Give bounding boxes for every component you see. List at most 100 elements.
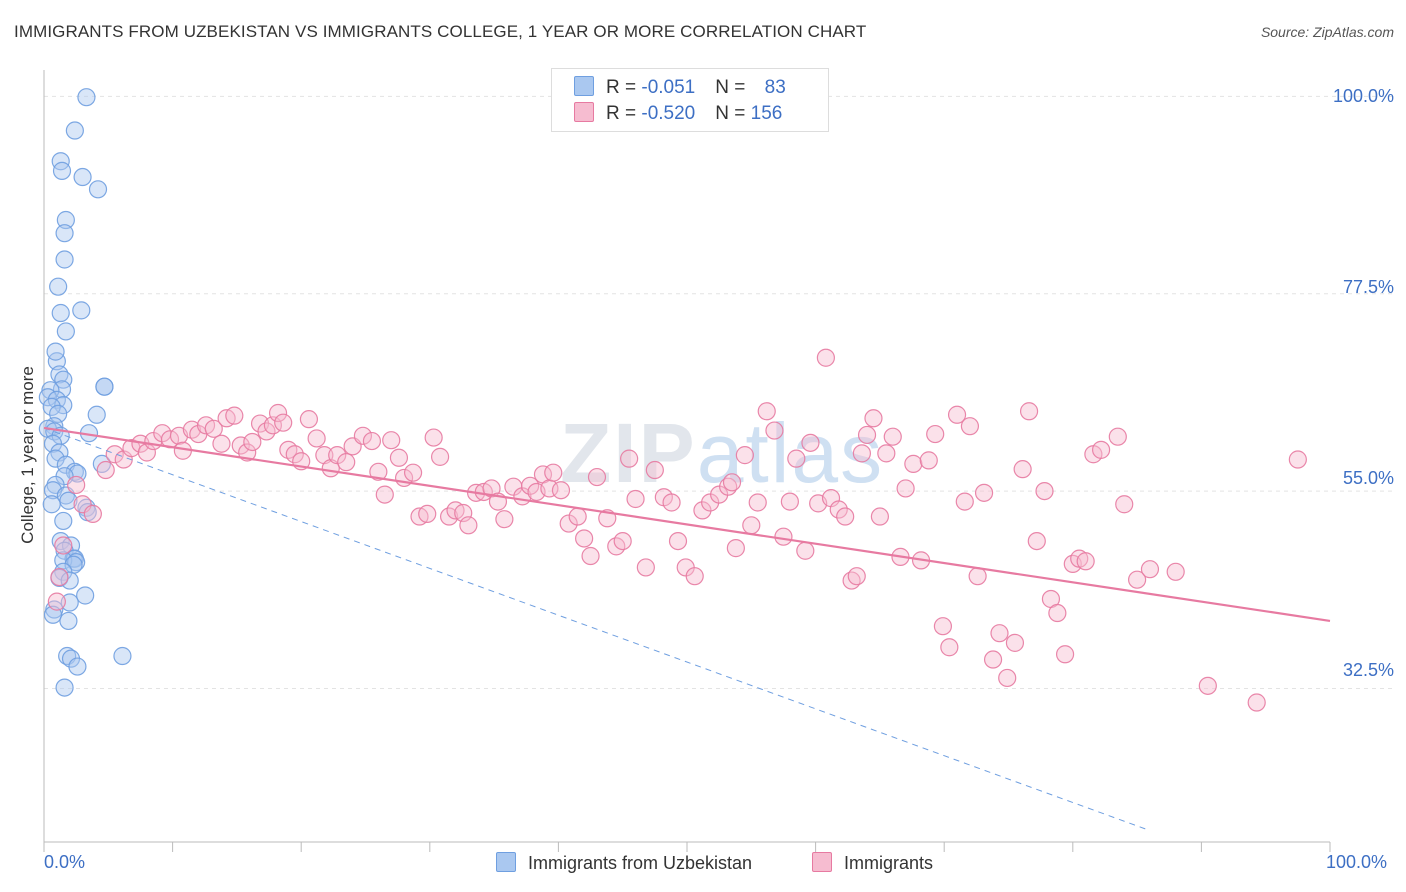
- data-point-blue: [76, 586, 95, 605]
- data-point-pink: [1027, 531, 1046, 551]
- legend-r-value: -0.051: [641, 77, 696, 98]
- data-point-pink: [883, 427, 902, 446]
- data-point-pink: [1288, 450, 1307, 469]
- data-point-pink: [722, 473, 742, 492]
- data-point-pink: [389, 448, 409, 467]
- data-point-pink: [96, 460, 115, 480]
- data-point-pink: [204, 419, 223, 438]
- legend-r-value: -0.520: [641, 103, 696, 124]
- y-tick-label-100: 100.0%: [1332, 86, 1394, 106]
- data-point-pink: [418, 504, 437, 524]
- data-point-pink: [919, 451, 938, 470]
- data-point-blue: [87, 405, 106, 424]
- data-point-pink: [904, 454, 923, 473]
- data-point-pink: [50, 567, 69, 587]
- data-point-pink: [587, 467, 607, 487]
- data-point-blue: [49, 277, 68, 296]
- bottom-legend-uzbekistan: Immigrants from Uzbekistan: [496, 852, 752, 874]
- data-point-pink: [968, 567, 987, 586]
- watermark: ZIPatlas: [560, 405, 884, 502]
- data-point-pink: [1005, 633, 1025, 652]
- data-point-pink: [1091, 440, 1111, 459]
- data-point-pink: [636, 558, 655, 577]
- data-point-pink: [495, 510, 514, 529]
- bottom-legend-swatch-blue: [496, 852, 516, 872]
- chart-title: IMMIGRANTS FROM UZBEKISTAN VS IMMIGRANTS…: [14, 22, 867, 41]
- data-point-pink: [459, 516, 478, 535]
- data-point-pink: [1055, 645, 1075, 664]
- watermark-zip: ZIP: [560, 406, 697, 500]
- data-point-pink: [896, 479, 915, 498]
- source-label: Source: ZipAtlas.com: [1260, 24, 1394, 40]
- data-point-blue: [54, 396, 73, 415]
- data-point-pink: [960, 417, 980, 436]
- legend-swatch-pink: [574, 102, 594, 122]
- data-point-blue: [42, 495, 61, 514]
- data-point-pink: [54, 536, 73, 555]
- data-point-pink: [430, 447, 450, 466]
- data-point-blue: [46, 342, 65, 361]
- data-point-pink: [67, 475, 86, 495]
- trend-line-blue: [43, 427, 1151, 832]
- data-point-pink: [955, 492, 974, 511]
- data-point-pink: [998, 668, 1017, 688]
- data-point-pink: [735, 446, 754, 465]
- data-point-pink: [816, 348, 835, 367]
- data-point-pink: [212, 434, 231, 453]
- data-point-pink: [424, 428, 443, 447]
- y-tick-label-77: 77.5%: [1342, 277, 1394, 297]
- legend-n-value: 83: [764, 77, 786, 98]
- x-tick-label-min: 0.0%: [44, 852, 86, 872]
- correlation-legend: R = -0.051 N = 83 R = -0.520 N = 156: [551, 68, 829, 132]
- data-point-pink: [382, 431, 401, 450]
- data-point-pink: [801, 433, 820, 452]
- data-point-blue: [88, 180, 108, 199]
- y-axis-label: College, 1 year or more: [18, 366, 37, 544]
- data-point-pink: [231, 436, 250, 455]
- data-point-pink: [337, 453, 356, 472]
- data-point-pink: [748, 493, 767, 512]
- data-point-blue: [51, 152, 70, 171]
- data-point-blue: [65, 121, 84, 140]
- data-point-blue: [59, 611, 78, 631]
- data-point-pink: [645, 460, 664, 480]
- data-point-pink: [613, 531, 632, 551]
- data-point-pink: [362, 431, 382, 451]
- data-point-pink: [1247, 693, 1266, 712]
- legend-n-label: N =: [715, 103, 751, 124]
- data-point-pink: [375, 485, 394, 504]
- data-point-pink: [870, 507, 890, 526]
- data-point-pink: [857, 425, 877, 445]
- data-point-pink: [974, 483, 994, 502]
- data-point-pink: [757, 402, 776, 421]
- data-point-pink: [765, 421, 784, 440]
- data-point-pink: [620, 449, 639, 468]
- data-point-pink: [933, 617, 953, 636]
- data-point-blue: [56, 210, 75, 230]
- data-point-pink: [847, 567, 866, 586]
- data-point-pink: [829, 500, 848, 519]
- data-point-pink: [268, 403, 288, 423]
- data-point-blue: [59, 491, 78, 510]
- data-point-pink: [990, 624, 1009, 643]
- data-point-pink: [1108, 427, 1127, 446]
- data-point-pink: [1127, 570, 1147, 589]
- data-point-blue: [54, 511, 73, 531]
- data-point-pink: [225, 406, 244, 425]
- data-point-blue: [55, 678, 74, 697]
- data-point-pink: [742, 516, 761, 535]
- data-point-pink: [774, 527, 793, 546]
- data-point-blue: [42, 397, 61, 416]
- data-point-pink: [559, 514, 578, 533]
- legend-r-label: R =: [606, 103, 642, 124]
- legend-row-uzbekistan: R = -0.051 N = 83: [574, 76, 786, 100]
- legend-row-immigrants: R = -0.520 N = 156: [574, 102, 782, 126]
- data-point-pink: [940, 638, 959, 657]
- data-point-blue: [55, 250, 74, 269]
- legend-swatch-blue: [574, 76, 594, 96]
- data-point-pink: [243, 432, 262, 452]
- x-tick-label-max: 100.0%: [1326, 852, 1388, 872]
- bottom-legend-swatch-pink: [812, 852, 832, 872]
- data-point-pink: [307, 429, 326, 448]
- trend-line-pink: [43, 426, 1331, 623]
